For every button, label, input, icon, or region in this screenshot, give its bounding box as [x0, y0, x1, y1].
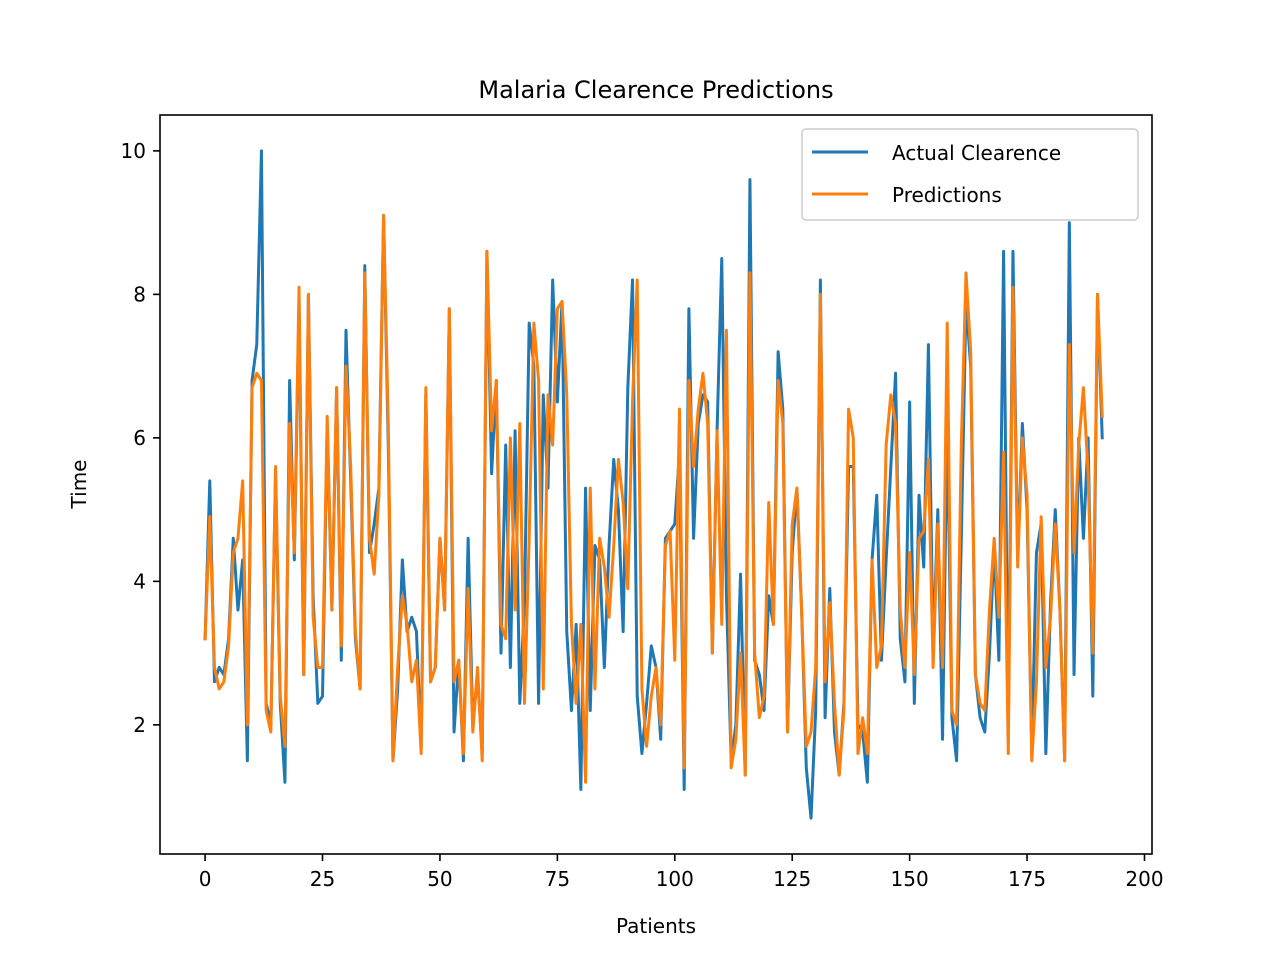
x-tick-label: 50 — [427, 867, 452, 891]
series-line-predictions — [203, 213, 1104, 784]
x-tick-label: 125 — [773, 867, 811, 891]
plot-lines — [203, 149, 1104, 820]
x-tick-label: 0 — [199, 867, 212, 891]
y-tick-label: 10 — [121, 139, 146, 163]
x-tick-label: 25 — [310, 867, 335, 891]
legend-label-predictions: Predictions — [892, 183, 1002, 207]
y-axis-ticks: 2 4 6 8 10 — [121, 139, 160, 737]
y-tick-label: 6 — [133, 426, 146, 450]
y-axis-label: Time — [67, 460, 91, 510]
legend-box — [801, 128, 1139, 221]
legend: Actual Clearence Predictions — [801, 128, 1139, 221]
chart-title: Malaria Clearence Predictions — [478, 76, 833, 104]
x-tick-label: 75 — [545, 867, 570, 891]
legend-label-actual: Actual Clearence — [892, 141, 1061, 165]
plot-frame — [159, 114, 1153, 855]
x-axis-label: Patients — [616, 914, 696, 938]
x-tick-label: 100 — [656, 867, 694, 891]
x-tick-label: 150 — [891, 867, 929, 891]
y-tick-label: 2 — [133, 713, 146, 737]
y-tick-label: 8 — [133, 282, 146, 306]
x-tick-label: 200 — [1125, 867, 1163, 891]
x-tick-label: 175 — [1008, 867, 1046, 891]
y-tick-label: 4 — [133, 569, 146, 593]
x-axis-ticks: 0 25 50 75 100 125 150 175 200 — [199, 854, 1164, 891]
